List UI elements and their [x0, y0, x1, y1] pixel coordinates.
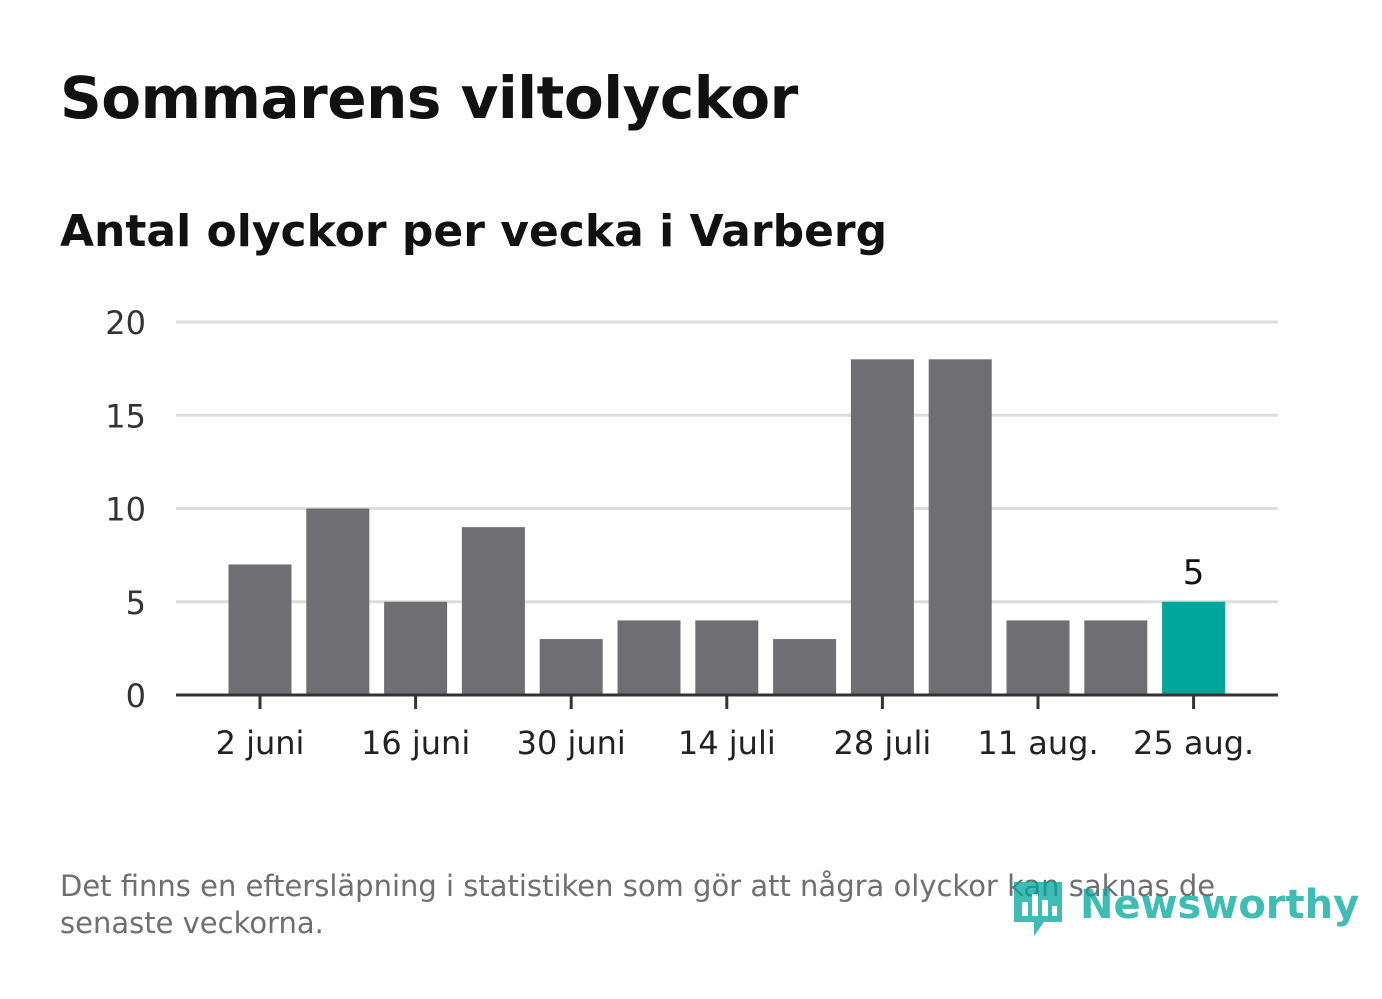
y-tick-label: 10: [105, 491, 146, 529]
newsworthy-logo-icon: [1014, 882, 1062, 936]
y-tick-label: 15: [105, 397, 146, 435]
x-tick-label: 11 aug.: [977, 724, 1098, 762]
chart-title: Sommarens viltolyckor: [60, 64, 798, 132]
brand-name: Newsworthy: [1080, 882, 1360, 928]
x-tick-label: 25 aug.: [1133, 724, 1254, 762]
bar-11-aug: [1006, 620, 1070, 695]
chart-subtitle: Antal olyckor per vecka i Varberg: [60, 206, 888, 257]
brand-logo: Newsworthy: [1010, 876, 1359, 946]
bar-9-juni: [306, 508, 370, 695]
x-tick-label: 28 juli: [833, 724, 931, 762]
bar-7-juli: [617, 620, 681, 695]
bar-28-juli: [850, 359, 914, 695]
bar-30-juni: [539, 639, 603, 695]
x-tick-label: 16 juni: [361, 724, 470, 762]
bar-2-juni: [228, 564, 292, 695]
y-axis-ticks: 0 5 10 15 20: [105, 304, 146, 715]
y-tick-label: 5: [126, 584, 146, 622]
bar-23-juni: [461, 527, 525, 695]
bar-21-juli: [773, 639, 837, 695]
data-labels: 5: [1183, 553, 1205, 593]
bar-4-aug: [928, 359, 992, 695]
bar-chart: 0 5 10 15 20 2 juni 16 juni 30 juni 14 juli 28 j…: [105, 304, 1278, 762]
x-tick-label: 30 juni: [517, 724, 626, 762]
x-tick-label: 14 juli: [678, 724, 776, 762]
bar-16-juni: [384, 601, 448, 695]
x-tick-label: 2 juni: [216, 724, 305, 762]
bar-25-aug: [1162, 601, 1226, 695]
x-axis: 2 juni 16 juni 30 juni 14 juli 28 juli 11 aug…: [176, 693, 1278, 762]
bars: [228, 359, 1226, 695]
bar-18-aug: [1084, 620, 1148, 695]
y-tick-label: 0: [126, 677, 146, 715]
bar-14-juli: [695, 620, 759, 695]
data-label: 5: [1183, 553, 1205, 593]
y-tick-label: 20: [105, 304, 146, 342]
